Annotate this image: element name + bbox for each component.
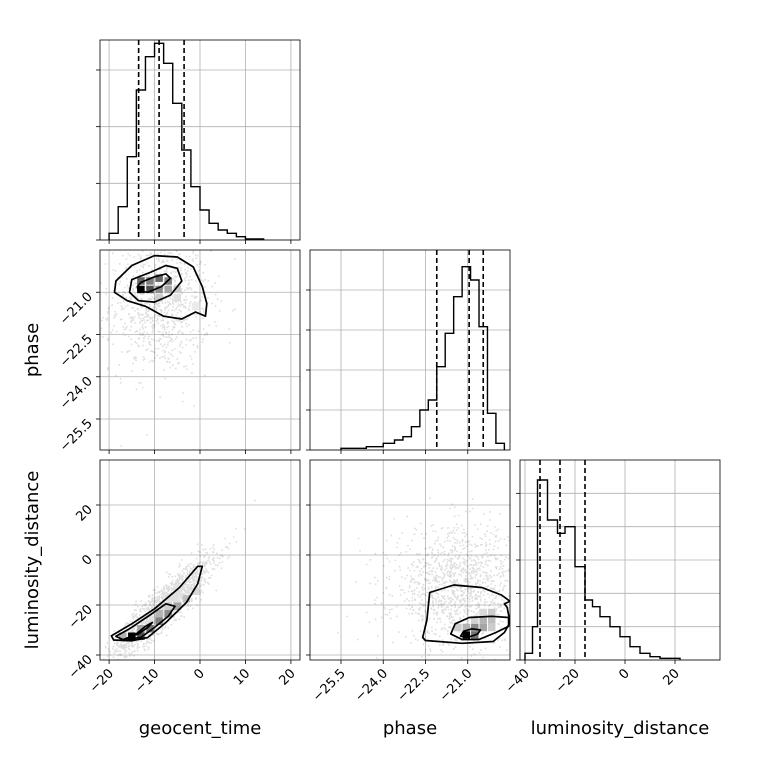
x-tick-label: −21.0 (437, 666, 476, 705)
x-axis-label-phase: phase (383, 718, 437, 739)
x-tick-label: 20 (276, 666, 298, 688)
contour-line (421, 584, 510, 645)
x-axis-label-luminosity_distance: luminosity_distance (531, 718, 710, 739)
density-cell (479, 608, 487, 617)
density-cell (137, 625, 145, 633)
density-cell (454, 623, 462, 632)
density-cell (155, 274, 163, 282)
density-cell (173, 602, 182, 610)
panel-content (337, 497, 510, 660)
density-cell (471, 616, 479, 624)
scatter-panel-geocent_time-phase: −25.5−24.0−22.5 −21.0 (57, 249, 301, 455)
contour-line (449, 615, 510, 641)
density-cell (155, 285, 163, 294)
panel-content (100, 250, 236, 447)
density-cell (487, 608, 496, 617)
y-axis-label-phase: phase (22, 323, 43, 377)
panel-content (103, 499, 256, 660)
density-cell (137, 277, 145, 285)
x-tick-label: −24.0 (352, 666, 391, 705)
panel-frame (309, 249, 511, 451)
contour-line (113, 254, 208, 320)
density-cell (487, 623, 496, 632)
density-cell (462, 623, 471, 632)
density-cell (487, 616, 496, 624)
density-cell (479, 616, 487, 624)
density-cell (137, 285, 145, 294)
histogram-panel-luminosity_distance: −40 −20 0 20 (503, 459, 721, 696)
contour-line (110, 565, 204, 642)
density-cell (479, 623, 487, 632)
x-tick-label: 20 (661, 666, 683, 688)
panel-frame (519, 459, 721, 661)
y-tick-label: −25.5 (57, 416, 96, 455)
density-cell (173, 285, 182, 294)
x-tick-label: −25.5 (310, 666, 349, 705)
density-cell (137, 632, 145, 640)
density-cell (155, 617, 163, 625)
y-tick-label: −21.0 (57, 289, 96, 328)
density-cell (471, 623, 479, 632)
contour-line (136, 273, 172, 294)
y-tick-label: −20 (66, 602, 96, 632)
x-tick-label: −20 (553, 666, 583, 696)
histogram-panel-geocent_time (96, 39, 301, 244)
density-cell (182, 595, 191, 603)
x-tick-label: 0 (191, 666, 207, 682)
density-cell (146, 277, 154, 285)
panel-frame (99, 249, 301, 451)
x-axis-label-geocent_time: geocent_time (139, 718, 262, 739)
scatter-points (100, 250, 236, 447)
y-tick-label: 0 (79, 552, 95, 568)
x-tick-label: −22.5 (395, 666, 434, 705)
y-axis-label-luminosity_distance: luminosity_distance (22, 471, 43, 650)
contour-line (459, 627, 482, 639)
panel-frame (99, 459, 301, 661)
x-tick-label: −40 (503, 666, 533, 696)
contour-line (128, 264, 183, 303)
density-cell (164, 285, 172, 294)
contour-line (115, 602, 176, 641)
y-tick-label: −40 (66, 652, 96, 682)
density-cell (173, 294, 182, 302)
density-cell (164, 602, 172, 610)
x-tick-label: 0 (616, 666, 632, 682)
density-cell (155, 610, 163, 618)
density-cell (164, 610, 172, 618)
panel-frame (309, 459, 511, 661)
density-cell (146, 625, 154, 633)
density-cell (146, 285, 154, 294)
x-tick-label: −20 (87, 666, 117, 696)
density-cell (155, 294, 163, 302)
y-tick-label: −24.0 (57, 374, 96, 413)
histogram-panel-phase (306, 249, 511, 454)
y-tick-label: 20 (74, 502, 96, 524)
panel-frame (99, 39, 301, 241)
x-tick-label: −10 (132, 666, 162, 696)
x-tick-label: 10 (231, 666, 253, 688)
y-tick-label: −22.5 (57, 332, 96, 371)
density-cell (118, 632, 127, 640)
histogram-step-line (108, 42, 265, 240)
density-cell (462, 631, 471, 639)
histogram-step-line (524, 479, 681, 660)
histogram-step-line (340, 265, 506, 450)
density-cell (191, 587, 200, 595)
density-cell (191, 302, 200, 311)
